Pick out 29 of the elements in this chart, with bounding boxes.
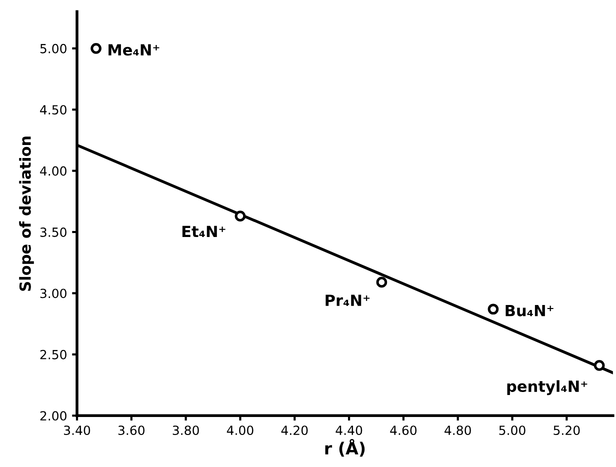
point	[234, 210, 246, 222]
y-tick-label: 3.50	[40, 227, 66, 237]
x-tick-label: 3.80	[172, 426, 199, 436]
annotation: Me₄N⁺	[108, 44, 160, 56]
annotation: Bu₄N⁺	[506, 304, 554, 316]
y-axis-title: Slope of deviation	[19, 136, 34, 291]
x-tick-label: 3.40	[64, 426, 90, 436]
x-tick-label: 3.60	[118, 426, 144, 436]
annotation: Pr₄N⁺	[326, 294, 370, 306]
point	[90, 42, 102, 54]
y-tick-label: 2.00	[40, 411, 66, 421]
x-tick-label: 5.00	[499, 426, 526, 436]
y-tick-label: 4.00	[40, 166, 66, 176]
point	[488, 304, 499, 315]
x-tick-label: 4.00	[226, 426, 254, 436]
point	[376, 276, 388, 288]
x-tick-label: 5.20	[554, 426, 580, 436]
x-tick-label: 4.60	[390, 426, 417, 436]
x-tick-label: 4.20	[281, 426, 308, 436]
point	[594, 360, 605, 371]
y-tick-label: 2.50	[40, 350, 66, 360]
x-tick-label: 4.40	[336, 426, 362, 436]
y-tick-label: 5.00	[40, 44, 66, 54]
x-tick-label: 4.80	[444, 426, 471, 436]
y-tick-label: 4.50	[40, 105, 66, 115]
y-tick-label: 3.00	[40, 288, 66, 298]
x-axis-title: r (Å)	[325, 438, 365, 457]
annotation: pentyl₄N⁺	[507, 380, 588, 396]
annotation: Et₄N⁺	[182, 226, 226, 238]
